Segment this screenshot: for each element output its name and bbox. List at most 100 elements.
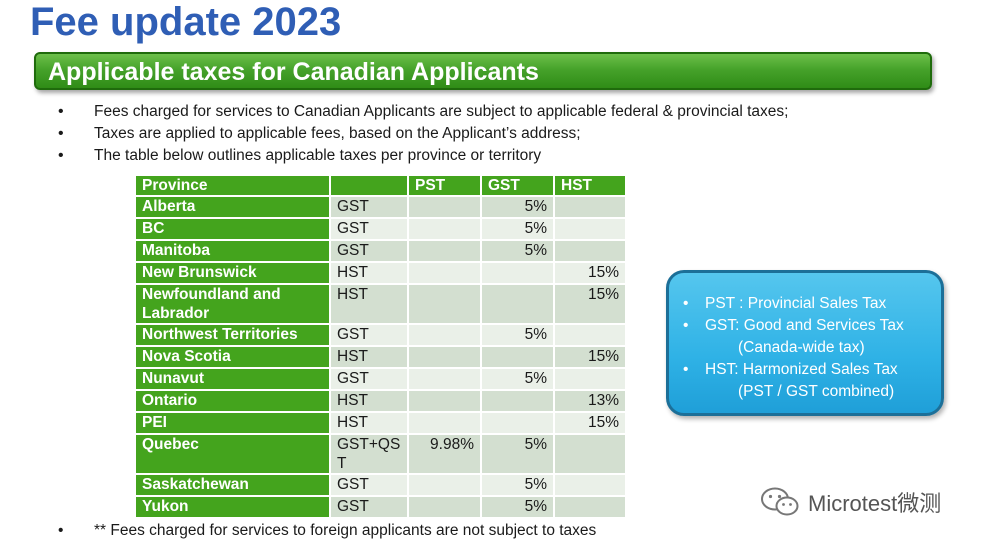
legend-text: PST : Provincial Sales Tax — [705, 295, 887, 312]
hst-cell — [553, 195, 627, 219]
province-cell: Nunavut — [134, 367, 331, 391]
hst-cell — [553, 473, 627, 497]
hst-cell: 15% — [553, 345, 627, 369]
header-tax-type — [329, 174, 409, 197]
table-row: Manitoba GST 5% — [134, 239, 627, 263]
province-cell: Alberta — [134, 195, 331, 219]
hst-cell — [553, 323, 627, 347]
table-row: PEI HST 15% — [134, 411, 627, 435]
tax-type-cell: GST+QST — [329, 433, 409, 475]
table-row: Quebec GST+QST 9.98% 5% — [134, 433, 627, 475]
tax-table: Province PST GST HST Alberta GST 5% BC G… — [134, 174, 627, 519]
province-cell: New Brunswick — [134, 261, 331, 285]
section-banner: Applicable taxes for Canadian Applicants — [34, 52, 932, 90]
hst-cell: 15% — [553, 261, 627, 285]
tax-type-cell: HST — [329, 283, 409, 325]
province-cell: Manitoba — [134, 239, 331, 263]
table-row: Nova Scotia HST 15% — [134, 345, 627, 369]
pst-cell — [407, 323, 482, 347]
province-cell: Saskatchewan — [134, 473, 331, 497]
wechat-icon — [760, 486, 800, 518]
gst-cell — [480, 261, 555, 285]
pst-cell — [407, 495, 482, 519]
tax-type-cell: GST — [329, 195, 409, 219]
gst-cell — [480, 411, 555, 435]
header-pst: PST — [407, 174, 482, 197]
table-header-row: Province PST GST HST — [134, 174, 627, 197]
hst-cell: 15% — [553, 411, 627, 435]
bullet-item: Taxes are applied to applicable fees, ba… — [58, 123, 788, 145]
table-row: Saskatchewan GST 5% — [134, 473, 627, 497]
tax-type-cell: GST — [329, 239, 409, 263]
gst-cell: 5% — [480, 195, 555, 219]
legend-subtext: (Canada-wide tax) — [738, 339, 865, 356]
header-gst: GST — [480, 174, 555, 197]
hst-cell — [553, 433, 627, 475]
hst-cell — [553, 495, 627, 519]
pst-cell — [407, 195, 482, 219]
tax-type-cell: GST — [329, 323, 409, 347]
hst-cell — [553, 367, 627, 391]
bullet-list: Fees charged for services to Canadian Ap… — [58, 101, 788, 167]
legend-subtext: (PST / GST combined) — [738, 383, 895, 400]
hst-cell — [553, 217, 627, 241]
footnote-list: ** Fees charged for services to foreign … — [58, 520, 596, 542]
table-row: Alberta GST 5% — [134, 195, 627, 219]
tax-legend-box: PST : Provincial Sales Tax GST: Good and… — [666, 270, 944, 416]
tax-type-cell: GST — [329, 495, 409, 519]
province-cell: Quebec — [134, 433, 331, 475]
legend-text: GST: Good and Services Tax — [705, 317, 904, 334]
tax-type-cell: HST — [329, 411, 409, 435]
legend-list: PST : Provincial Sales Tax GST: Good and… — [683, 293, 904, 403]
table-row: Nunavut GST 5% — [134, 367, 627, 391]
header-hst: HST — [553, 174, 627, 197]
gst-cell: 5% — [480, 239, 555, 263]
footnote-text: ** Fees charged for services to foreign … — [58, 520, 596, 542]
bullet-item: Fees charged for services to Canadian Ap… — [58, 101, 788, 123]
watermark-text: Microtest微测 — [808, 491, 942, 516]
tax-type-cell: HST — [329, 345, 409, 369]
gst-cell: 5% — [480, 367, 555, 391]
province-cell: Yukon — [134, 495, 331, 519]
gst-cell: 5% — [480, 323, 555, 347]
province-cell: Northwest Territories — [134, 323, 331, 347]
tax-type-cell: HST — [329, 261, 409, 285]
gst-cell: 5% — [480, 217, 555, 241]
pst-cell — [407, 389, 482, 413]
province-cell: PEI — [134, 411, 331, 435]
gst-cell: 5% — [480, 473, 555, 497]
pst-cell — [407, 217, 482, 241]
gst-cell: 5% — [480, 495, 555, 519]
hst-cell: 15% — [553, 283, 627, 325]
table-row: Yukon GST 5% — [134, 495, 627, 519]
legend-item-gst: GST: Good and Services Tax (Canada-wide … — [683, 315, 904, 359]
pst-cell — [407, 411, 482, 435]
table-row: BC GST 5% — [134, 217, 627, 241]
header-province: Province — [134, 174, 331, 197]
gst-cell — [480, 345, 555, 369]
bullet-item: The table below outlines applicable taxe… — [58, 145, 788, 167]
pst-cell — [407, 345, 482, 369]
province-cell: Nova Scotia — [134, 345, 331, 369]
table-row: Newfoundland and Labrador HST 15% — [134, 283, 627, 325]
tax-type-cell: GST — [329, 367, 409, 391]
page-title: Fee update 2023 — [30, 0, 342, 44]
pst-cell — [407, 261, 482, 285]
pst-cell — [407, 283, 482, 325]
pst-cell — [407, 239, 482, 263]
tax-type-cell: GST — [329, 217, 409, 241]
province-cell: Ontario — [134, 389, 331, 413]
table-row: New Brunswick HST 15% — [134, 261, 627, 285]
pst-cell: 9.98% — [407, 433, 482, 475]
banner-title: Applicable taxes for Canadian Applicants — [48, 58, 539, 86]
province-cell: Newfoundland and Labrador — [134, 283, 331, 325]
legend-item-hst: HST: Harmonized Sales Tax (PST / GST com… — [683, 359, 904, 403]
pst-cell — [407, 473, 482, 497]
tax-type-cell: GST — [329, 473, 409, 497]
legend-item-pst: PST : Provincial Sales Tax — [683, 293, 904, 315]
pst-cell — [407, 367, 482, 391]
province-cell: BC — [134, 217, 331, 241]
gst-cell: 5% — [480, 433, 555, 475]
table-row: Northwest Territories GST 5% — [134, 323, 627, 347]
